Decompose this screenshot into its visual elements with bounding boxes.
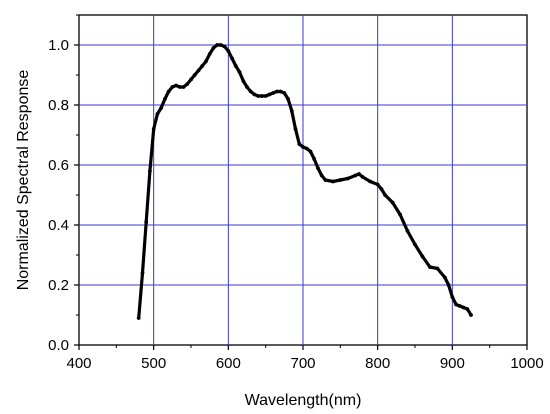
data-point [226, 49, 231, 53]
data-point [450, 295, 455, 299]
data-point [192, 73, 197, 77]
data-point [390, 200, 395, 205]
y-tick-label: 1.0 [48, 37, 69, 54]
data-point [398, 212, 402, 217]
data-point [301, 145, 305, 149]
data-point [200, 64, 205, 68]
data-point [375, 182, 380, 187]
data-point [267, 92, 272, 97]
data-point [174, 83, 179, 88]
data-point [151, 127, 156, 131]
data-point [435, 266, 440, 271]
data-point [155, 112, 160, 116]
data-point [446, 283, 451, 287]
tick-label-layer: 400 500 600 700 800 900 1000 0.0 0.2 0.4 0.6 0.8 1.0 [48, 37, 544, 372]
data-point [420, 254, 425, 259]
data-point [252, 92, 257, 97]
data-point [245, 85, 249, 89]
data-point [263, 94, 268, 98]
data-point [159, 106, 164, 110]
data-point [215, 43, 220, 47]
data-point [222, 44, 227, 49]
data-point [230, 56, 235, 61]
data-point [357, 172, 361, 176]
data-point [368, 179, 373, 184]
y-axis-title: Normalized Spectral Response [15, 70, 32, 291]
data-point [181, 85, 186, 89]
data-point [140, 271, 145, 275]
y-tick-label: 0.6 [48, 157, 69, 174]
data-point [308, 149, 313, 154]
data-point [196, 68, 201, 73]
grid-layer [79, 15, 527, 345]
x-axis-title: Wavelength(nm) [245, 392, 362, 409]
data-point [345, 176, 350, 181]
data-point [293, 127, 298, 131]
data-point [204, 59, 208, 64]
data-point [248, 89, 253, 94]
data-point [316, 166, 320, 170]
data-point [413, 242, 417, 247]
data-point [360, 175, 365, 179]
data-point [405, 229, 410, 233]
data-point [170, 85, 175, 89]
x-tick-label: 500 [141, 355, 166, 372]
data-point [233, 64, 238, 68]
data-point [211, 46, 216, 50]
data-point [457, 304, 462, 308]
data-point [271, 91, 275, 95]
data-point [166, 89, 171, 94]
y-tick-label: 0.4 [48, 217, 69, 234]
data-point [383, 193, 387, 197]
data-point [136, 316, 141, 320]
data-point [289, 109, 294, 113]
data-point [297, 142, 302, 146]
data-point [177, 85, 182, 89]
data-point [189, 77, 193, 82]
data-point [278, 89, 283, 94]
data-point [353, 173, 358, 178]
data-point [256, 94, 261, 98]
x-tick-label: 600 [216, 355, 241, 372]
data-point [469, 313, 473, 317]
data-point [148, 169, 152, 173]
x-tick-label: 1000 [510, 355, 543, 372]
data-point [286, 97, 290, 101]
data-point [331, 179, 335, 184]
data-point [241, 79, 246, 83]
tick-layer [74, 14, 528, 350]
data-point [304, 146, 309, 151]
data-point [260, 94, 264, 98]
data-point [163, 97, 167, 101]
series-layer [136, 43, 473, 320]
data-point [237, 70, 242, 74]
data-point [379, 187, 384, 191]
data-point [338, 178, 343, 182]
data-point [443, 275, 447, 280]
y-tick-label: 0.2 [48, 277, 69, 294]
data-point [282, 91, 287, 95]
data-point [275, 89, 279, 94]
data-point [454, 302, 458, 307]
x-tick-label: 700 [290, 355, 315, 372]
data-point [461, 305, 466, 310]
data-point [207, 52, 212, 56]
data-point [323, 178, 328, 182]
data-point [144, 220, 149, 224]
x-tick-label: 800 [365, 355, 390, 372]
data-point [312, 157, 317, 161]
x-tick-label: 400 [66, 355, 91, 372]
data-point [219, 43, 223, 47]
x-tick-label: 900 [440, 355, 465, 372]
data-point [428, 265, 432, 269]
data-point [185, 82, 190, 86]
data-point [319, 173, 324, 178]
y-tick-label: 0.8 [48, 97, 69, 114]
y-tick-label: 0.0 [48, 337, 69, 354]
data-point [465, 307, 470, 311]
